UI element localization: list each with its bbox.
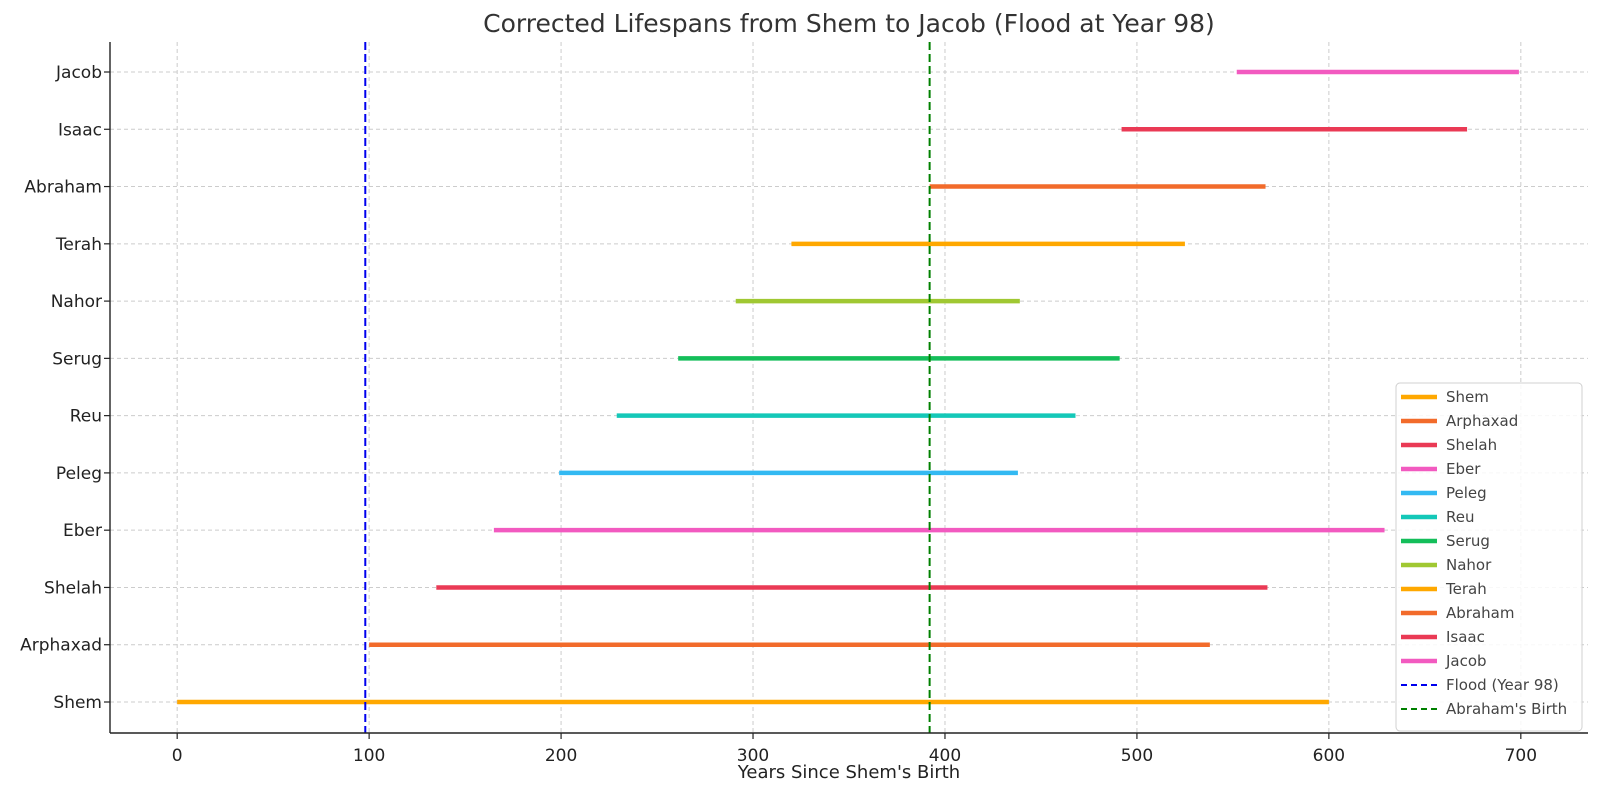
- x-tick-label: 400: [929, 746, 961, 766]
- legend-label-jacob: Jacob: [1445, 652, 1487, 670]
- legend-label-nahor: Nahor: [1446, 556, 1492, 574]
- reference-lines: [364, 42, 931, 733]
- x-axis-label: Years Since Shem's Birth: [737, 762, 960, 783]
- y-tick-label-abraham: Abraham: [24, 178, 102, 198]
- grid-lines: [110, 42, 1588, 733]
- y-tick-label-terah: Terah: [55, 235, 102, 255]
- tick-labels: 0 100 200 300 400 500 600 700 Shem Arphaxad Shelah…: [20, 63, 1537, 766]
- y-tick-label-arphaxad: Arphaxad: [20, 636, 102, 656]
- y-tick-label-serug: Serug: [52, 349, 102, 369]
- chart-title: Corrected Lifespans from Shem to Jacob (…: [483, 9, 1215, 38]
- legend: Shem Arphaxad Shelah Eber Peleg Reu Serug Nahor…: [1395, 382, 1583, 732]
- x-tick-label: 600: [1313, 746, 1345, 766]
- y-tick-label-peleg: Peleg: [56, 464, 102, 484]
- legend-box: [1395, 382, 1583, 732]
- legend-label-eber: Eber: [1446, 460, 1481, 478]
- x-tick-label: 300: [737, 746, 769, 766]
- x-tick-label: 700: [1505, 746, 1537, 766]
- x-tick-label: 200: [545, 746, 577, 766]
- y-tick-label-shem: Shem: [53, 693, 102, 713]
- legend-label-arphaxad: Arphaxad: [1446, 412, 1518, 430]
- y-tick-label-jacob: Jacob: [55, 63, 102, 83]
- axes: [104, 42, 1588, 739]
- legend-label-shelah: Shelah: [1446, 436, 1497, 454]
- lifespan-lines: [177, 69, 1519, 705]
- legend-label-serug: Serug: [1446, 532, 1490, 550]
- y-tick-label-eber: Eber: [63, 521, 102, 541]
- legend-label-abraham-s-birth: Abraham's Birth: [1446, 700, 1567, 718]
- y-tick-label-nahor: Nahor: [51, 292, 102, 312]
- legend-label-terah: Terah: [1445, 580, 1487, 598]
- legend-label-reu: Reu: [1446, 508, 1474, 526]
- x-tick-label: 500: [1121, 746, 1153, 766]
- y-tick-label-isaac: Isaac: [58, 120, 102, 140]
- legend-label-abraham: Abraham: [1446, 604, 1514, 622]
- legend-label-flood-year-98: Flood (Year 98): [1446, 676, 1559, 694]
- legend-label-peleg: Peleg: [1446, 484, 1487, 502]
- legend-label-shem: Shem: [1446, 388, 1489, 406]
- y-tick-label-reu: Reu: [70, 407, 102, 427]
- legend-label-isaac: Isaac: [1446, 628, 1485, 646]
- x-tick-label: 100: [353, 746, 385, 766]
- y-tick-label-shelah: Shelah: [44, 578, 102, 598]
- x-tick-label: 0: [172, 746, 183, 766]
